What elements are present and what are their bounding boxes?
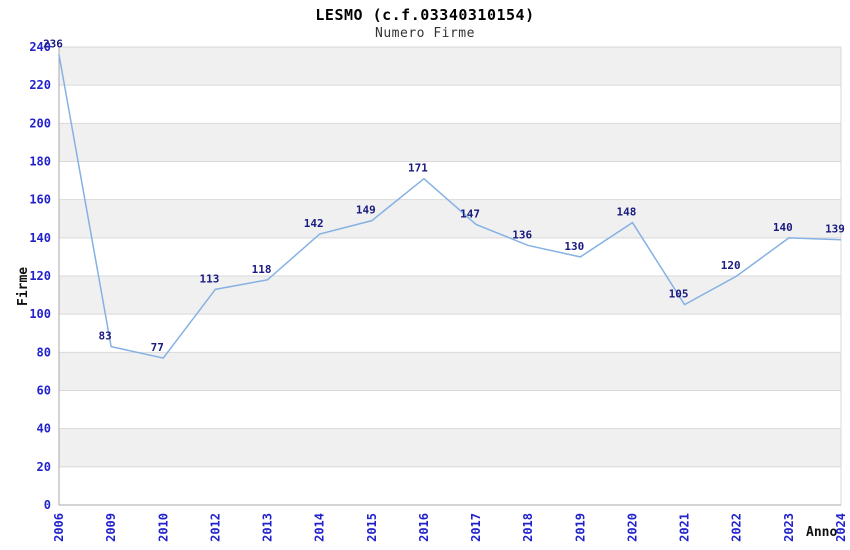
data-point-label: 83	[99, 330, 112, 343]
x-tick-label: 2006	[52, 513, 66, 542]
y-tick-label: 160	[29, 193, 51, 207]
x-tick-label: 2024	[834, 513, 848, 542]
plot-band	[59, 428, 841, 467]
plot-band	[59, 47, 841, 86]
x-tick-label: 2012	[208, 513, 222, 542]
data-point-label: 236	[43, 38, 63, 51]
data-point-label: 147	[460, 207, 480, 220]
plot-band	[59, 352, 841, 391]
data-point-label: 171	[408, 162, 428, 175]
data-point-label: 113	[199, 272, 219, 285]
y-tick-label: 220	[29, 78, 51, 92]
x-tick-label: 2010	[156, 513, 170, 542]
data-point-label: 118	[252, 263, 272, 276]
x-tick-label: 2019	[573, 513, 587, 542]
data-point-label: 142	[304, 217, 324, 230]
y-tick-label: 200	[29, 116, 51, 130]
x-tick-label: 2016	[417, 513, 431, 542]
x-tick-label: 2017	[469, 513, 483, 542]
data-point-label: 149	[356, 204, 376, 217]
x-tick-label: 2023	[782, 513, 796, 542]
y-tick-label: 80	[37, 345, 51, 359]
x-tick-label: 2014	[313, 513, 327, 542]
data-point-label: 148	[617, 206, 637, 219]
x-tick-label: 2013	[261, 513, 275, 542]
plot-band	[59, 199, 841, 238]
x-tick-label: 2020	[625, 513, 639, 542]
y-tick-label: 240	[29, 40, 51, 54]
y-tick-label: 60	[37, 384, 51, 398]
x-tick-label: 2022	[730, 513, 744, 542]
x-axis-title: Anno	[806, 525, 838, 540]
y-tick-label: 0	[44, 498, 51, 512]
data-point-label: 139	[825, 223, 845, 236]
y-tick-label: 40	[37, 422, 51, 436]
y-tick-label: 140	[29, 231, 51, 245]
data-point-label: 130	[564, 240, 584, 253]
y-tick-label: 100	[29, 307, 51, 321]
plot-band	[59, 123, 841, 162]
chart-title: LESMO (c.f.03340310154)	[315, 6, 535, 24]
data-series-line	[58, 54, 842, 359]
plot-band	[59, 276, 841, 315]
data-point-label: 140	[773, 221, 793, 234]
data-point-label: 120	[721, 259, 741, 272]
y-tick-label: 180	[29, 155, 51, 169]
x-tick-label: 2018	[521, 513, 535, 542]
x-tick-label: 2021	[678, 513, 692, 542]
data-point-label: 105	[669, 288, 689, 301]
x-tick-label: 2009	[104, 513, 118, 542]
data-point-label: 136	[512, 228, 532, 241]
y-tick-label: 120	[29, 269, 51, 283]
y-tick-label: 20	[37, 460, 51, 474]
data-point-label: 77	[151, 341, 164, 354]
chart-subtitle: Numero Firme	[375, 26, 475, 41]
x-tick-label: 2015	[365, 513, 379, 542]
